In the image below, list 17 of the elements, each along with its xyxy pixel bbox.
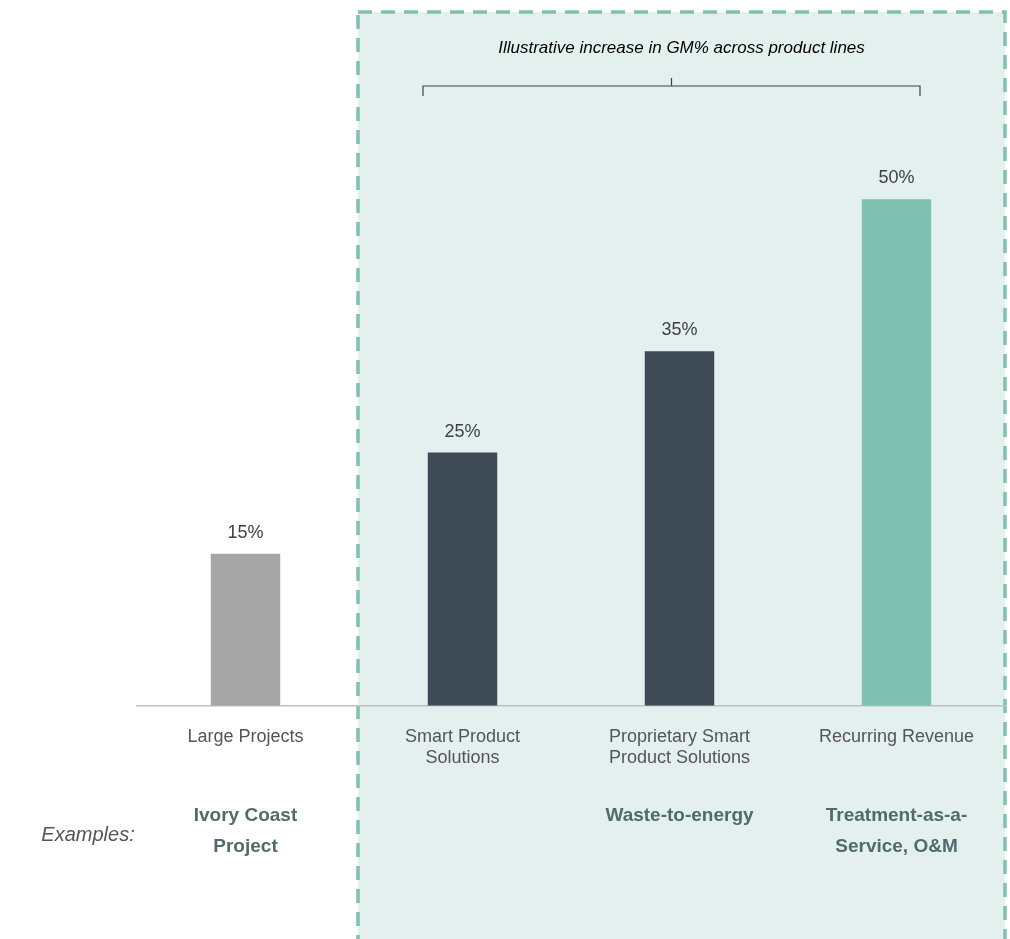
band-label: Illustrative increase in GM% across product lines bbox=[498, 37, 866, 57]
data-label: 35% bbox=[661, 319, 698, 340]
text: Waste-to-energy bbox=[605, 803, 754, 825]
bar bbox=[644, 351, 715, 706]
bar bbox=[861, 199, 932, 706]
x-tick-label: Large Projects bbox=[187, 725, 304, 746]
text: Treatment-as-a-Service, O&M bbox=[825, 803, 968, 856]
text: Examples: bbox=[41, 823, 135, 846]
data-label: 15% bbox=[227, 521, 264, 542]
x-tick-label: Proprietary Smart Product Solutions bbox=[608, 725, 751, 768]
bar bbox=[210, 553, 281, 706]
x-tick-label: Smart Product Solutions bbox=[404, 725, 521, 768]
x-tick-label: Recurring Revenue bbox=[818, 725, 975, 746]
data-label: 25% bbox=[444, 420, 481, 441]
text: Ivory Coast Project bbox=[193, 803, 298, 856]
bar bbox=[427, 452, 498, 706]
data-label: 50% bbox=[878, 167, 915, 188]
